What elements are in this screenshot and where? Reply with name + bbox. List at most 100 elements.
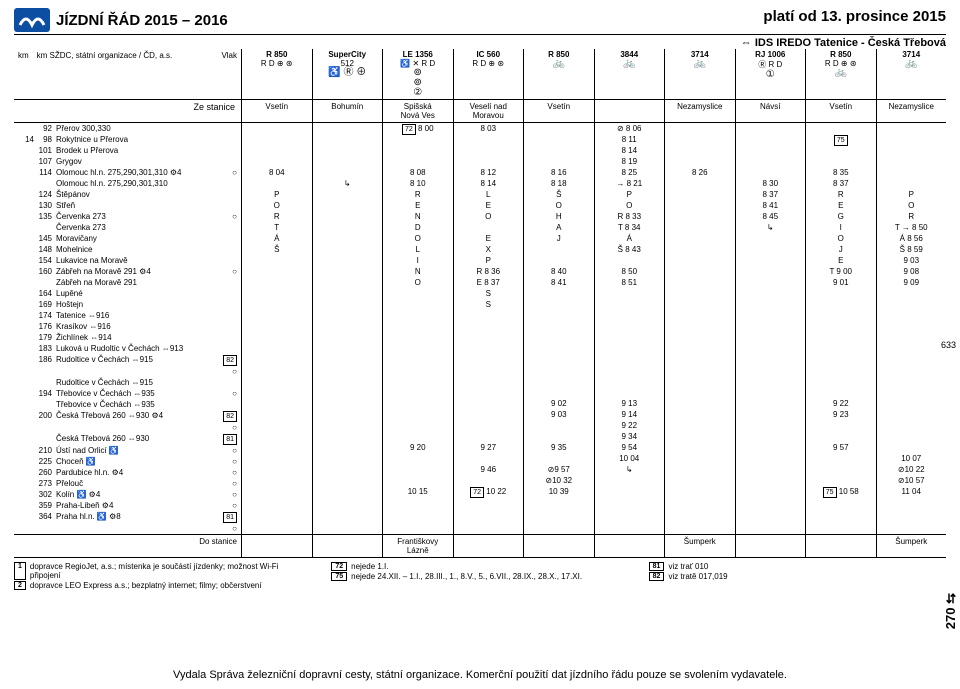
- time-cell: [665, 321, 735, 332]
- time-cell: [877, 442, 947, 453]
- time-cell: ⊘10 22: [877, 464, 947, 475]
- time-cell: O: [877, 200, 947, 211]
- time-cell: [736, 167, 806, 178]
- time-cell: [665, 277, 735, 288]
- time-cell: [595, 299, 665, 310]
- time-column: 8 04 PORTÁŠ: [242, 123, 313, 534]
- time-cell: [242, 431, 312, 442]
- time-cell: [242, 123, 312, 134]
- time-column: PORT → 8 50Á 8 56Š 8 59 9 03 9 08 9 09 1…: [877, 123, 947, 534]
- time-cell: [736, 475, 806, 486]
- time-cell: 11 04: [877, 486, 947, 497]
- station-row: 114Olomouc hl.n. 275,290,301,310 ⚙4○: [14, 167, 241, 178]
- destination-cell: [454, 535, 525, 557]
- time-cell: [313, 310, 383, 321]
- vlak-label: Vlak: [221, 51, 237, 97]
- time-cell: [242, 321, 312, 332]
- time-cell: J: [524, 233, 594, 244]
- time-cell: [383, 387, 453, 398]
- time-cell: [524, 321, 594, 332]
- time-cell: [877, 145, 947, 156]
- destination-cell: [736, 535, 807, 557]
- time-columns: 8 04 PORTÁŠ ↳ 72 8 00 8 088 10RENDOLINO …: [242, 123, 946, 534]
- footer-text: Vydala Správa železniční dopravní cesty,…: [173, 669, 787, 681]
- footnote-item: 75nejede 24.XII. – 1.I., 28.III., 1., 8.…: [331, 572, 628, 581]
- time-cell: [454, 387, 524, 398]
- time-cell: ⊘10 57: [877, 475, 947, 486]
- time-cell: [383, 310, 453, 321]
- time-cell: X: [454, 244, 524, 255]
- time-cell: [595, 343, 665, 354]
- time-cell: [736, 420, 806, 431]
- time-cell: [383, 156, 453, 167]
- time-cell: [877, 420, 947, 431]
- time-cell: [665, 156, 735, 167]
- time-cell: [595, 475, 665, 486]
- do-stanice-label: Do stanice: [14, 535, 242, 557]
- time-cell: [313, 365, 383, 376]
- time-cell: [806, 299, 876, 310]
- time-cell: [595, 255, 665, 266]
- time-cell: Á: [242, 233, 312, 244]
- origin-cell: SpišskáNová Ves: [383, 100, 454, 122]
- station-row: 364Praha hl.n. ♿ ⚙881 ○: [14, 511, 241, 534]
- time-cell: S: [454, 299, 524, 310]
- time-cell: [877, 343, 947, 354]
- time-cell: [242, 310, 312, 321]
- time-cell: [242, 178, 312, 189]
- time-cell: [242, 332, 312, 343]
- station-row: 101Brodek u Přerova: [14, 145, 241, 156]
- time-cell: [665, 178, 735, 189]
- time-cell: E 8 37: [454, 277, 524, 288]
- time-cell: [313, 475, 383, 486]
- time-cell: ⊘10 32: [524, 475, 594, 486]
- time-cell: 9 23: [806, 409, 876, 420]
- time-cell: 9 20: [383, 442, 453, 453]
- time-cell: [242, 255, 312, 266]
- time-cell: [524, 431, 594, 442]
- time-column: 8 26: [665, 123, 736, 534]
- side-page-number: 633: [941, 340, 956, 350]
- time-cell: [313, 420, 383, 431]
- footnote-item: 81viz trať 010: [649, 562, 946, 571]
- time-cell: 8 41: [736, 200, 806, 211]
- time-cell: [877, 376, 947, 387]
- time-cell: [736, 123, 806, 134]
- time-cell: O: [454, 211, 524, 222]
- time-cell: [524, 288, 594, 299]
- station-row: 225Choceň ♿○: [14, 456, 241, 467]
- time-cell: [313, 288, 383, 299]
- destination-cell: [595, 535, 666, 557]
- destination-cell: Šumperk: [665, 535, 736, 557]
- time-cell: [736, 156, 806, 167]
- time-cell: 9 14: [595, 409, 665, 420]
- time-cell: 8 25: [595, 167, 665, 178]
- time-cell: [595, 321, 665, 332]
- time-cell: O: [383, 277, 453, 288]
- time-cell: 8 51: [595, 277, 665, 288]
- time-cell: O: [383, 233, 453, 244]
- time-cell: 8 04: [242, 167, 312, 178]
- footnote-item: 2dopravce LEO Express a.s.; bezplatný in…: [14, 581, 311, 590]
- time-cell: 8 14: [595, 145, 665, 156]
- time-cell: R: [806, 189, 876, 200]
- time-cell: E: [806, 255, 876, 266]
- time-cell: 8 08: [383, 167, 453, 178]
- time-cell: [665, 398, 735, 409]
- time-cell: 9 27: [454, 442, 524, 453]
- time-cell: [524, 387, 594, 398]
- station-row: 107Grygov: [14, 156, 241, 167]
- footnote-item: 1dopravce RegioJet, a.s.; místenka je so…: [14, 562, 311, 580]
- station-row: 169Hoštejn: [14, 299, 241, 310]
- time-cell: [595, 376, 665, 387]
- time-cell: [313, 431, 383, 442]
- time-cell: Š 8 43: [595, 244, 665, 255]
- time-cell: [665, 343, 735, 354]
- station-row: 273Přelouč○: [14, 478, 241, 489]
- time-cell: 8 41: [524, 277, 594, 288]
- time-cell: [736, 343, 806, 354]
- time-cell: [383, 299, 453, 310]
- time-cell: [313, 189, 383, 200]
- time-column: 72 8 00 8 088 10RENDOLINO 9 20 10 15: [383, 123, 454, 534]
- time-cell: [454, 376, 524, 387]
